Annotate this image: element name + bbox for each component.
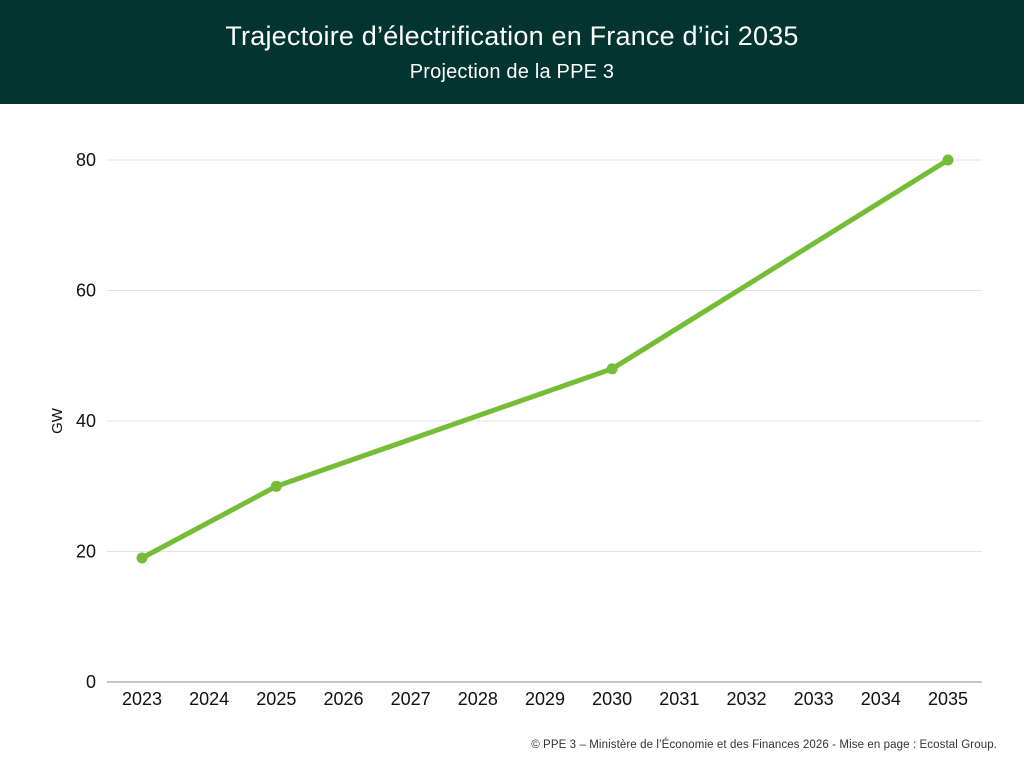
x-tick-label: 2034 bbox=[861, 689, 901, 709]
y-tick-label: 40 bbox=[76, 411, 96, 431]
footer-credit: © PPE 3 – Ministère de l’Économie et des… bbox=[531, 739, 997, 751]
x-tick-label: 2025 bbox=[256, 689, 296, 709]
header-band: Trajectoire d’électrification en France … bbox=[0, 0, 1024, 104]
x-tick-label: 2027 bbox=[391, 689, 431, 709]
y-tick-label: 80 bbox=[76, 150, 96, 170]
x-tick-label: 2033 bbox=[794, 689, 834, 709]
x-tick-label: 2026 bbox=[323, 689, 363, 709]
x-tick-label: 2035 bbox=[928, 689, 968, 709]
x-tick-label: 2023 bbox=[122, 689, 162, 709]
x-tick-label: 2030 bbox=[592, 689, 632, 709]
trend-line bbox=[139, 157, 951, 561]
data-point-2035 bbox=[942, 154, 954, 166]
y-axis-title: GW bbox=[49, 407, 66, 434]
x-tick-label: 2031 bbox=[659, 689, 699, 709]
x-tick-label: 2032 bbox=[726, 689, 766, 709]
page-subtitle: Projection de la PPE 3 bbox=[409, 60, 615, 83]
y-tick-label: 20 bbox=[76, 542, 96, 562]
x-tick-label: 2029 bbox=[525, 689, 565, 709]
y-tick-label: 0 bbox=[86, 672, 96, 692]
y-tick-label: 60 bbox=[76, 281, 96, 301]
data-point-2030 bbox=[606, 363, 618, 375]
data-point-2025 bbox=[270, 480, 282, 492]
data-point-2023 bbox=[136, 552, 148, 564]
x-tick-label: 2028 bbox=[458, 689, 498, 709]
x-tick-label: 2024 bbox=[189, 689, 229, 709]
page-title: Trajectoire d’électrification en France … bbox=[225, 20, 799, 51]
